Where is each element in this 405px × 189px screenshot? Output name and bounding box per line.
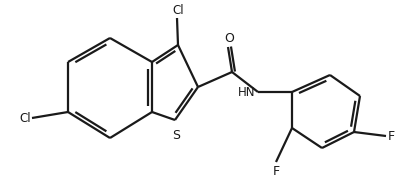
- Text: S: S: [172, 129, 180, 142]
- Text: F: F: [388, 129, 395, 143]
- Text: F: F: [273, 165, 279, 178]
- Text: HN: HN: [237, 87, 255, 99]
- Text: O: O: [224, 32, 234, 45]
- Text: Cl: Cl: [172, 4, 184, 17]
- Text: Cl: Cl: [19, 112, 31, 125]
